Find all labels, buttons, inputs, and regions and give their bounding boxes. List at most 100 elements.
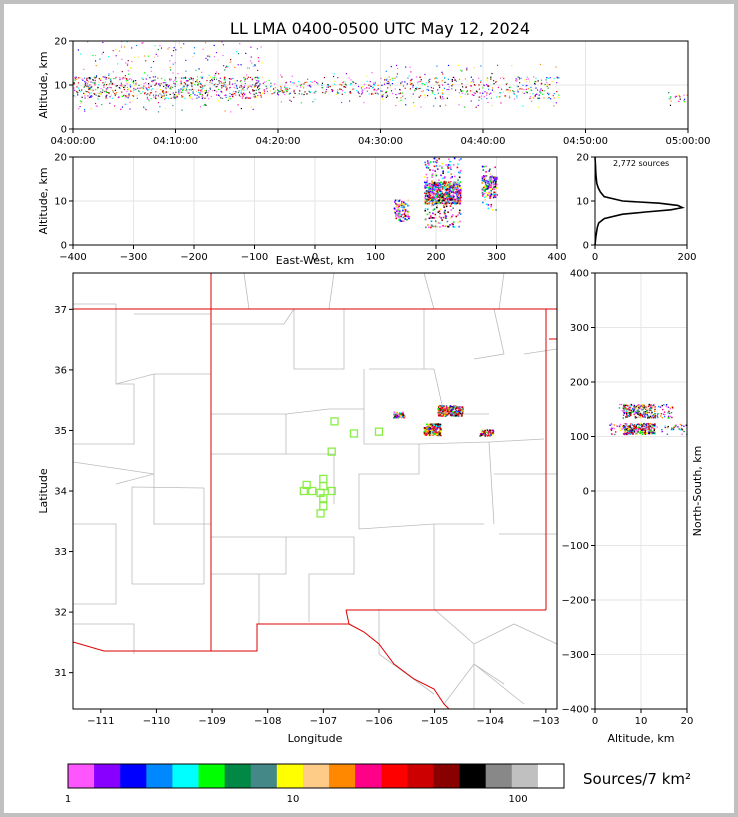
source-point [667,417,669,419]
source-point [127,63,129,65]
source-point [243,86,245,88]
source-point [190,94,192,96]
source-point [626,416,628,418]
source-point [221,91,223,93]
source-point [488,187,491,189]
source-point [131,47,133,49]
source-point [397,200,400,202]
source-point [403,416,405,419]
source-point [204,103,206,106]
source-point [428,217,431,220]
station-marker [327,447,336,456]
source-point [370,85,372,87]
source-point [404,203,407,205]
source-point [88,77,90,79]
source-point [438,188,440,191]
source-point [397,213,400,215]
source-point [613,424,615,426]
source-point [646,408,648,411]
source-point [518,78,521,80]
plan-view-frame [72,272,558,710]
source-point [429,161,432,163]
source-point [79,106,81,108]
source-point [441,405,443,407]
source-point [215,52,218,54]
source-point [395,215,397,217]
source-point [114,89,117,91]
source-point [178,89,181,91]
source-point [610,423,613,426]
source-point [182,88,184,90]
source-point [614,431,617,433]
altitude-north-south-ylabel: North-South, km [691,446,704,537]
source-point [645,423,647,426]
source-point [345,84,347,86]
source-point [648,409,651,411]
source-point [110,82,113,84]
source-point [435,433,438,436]
source-point [216,71,218,73]
station-marker [299,486,309,496]
y-tick-label: 35 [54,426,67,437]
plan-view-ylabel: Latitude [37,468,50,514]
source-point [650,410,653,412]
source-point [105,97,108,99]
source-point [647,405,650,407]
source-point [140,92,142,94]
source-point [126,64,129,66]
source-point [456,198,459,201]
source-point [174,96,176,98]
source-point [369,81,371,83]
source-point [459,198,461,200]
y-tick-label: 300 [570,323,589,334]
source-point [628,406,630,408]
source-point [280,74,282,76]
source-point [159,89,162,91]
source-point [632,428,635,430]
source-point [459,171,462,173]
source-point [150,98,152,100]
source-point [436,202,438,204]
source-point [443,411,446,414]
source-point [137,90,140,92]
source-point [236,86,238,88]
source-point [451,409,453,411]
source-point [683,430,685,433]
source-point [105,78,107,80]
source-point [403,203,406,206]
source-point [132,95,135,97]
source-point [630,430,632,432]
source-point [635,433,637,435]
source-point [143,85,145,87]
source-point [220,85,223,87]
source-point [626,433,629,436]
source-point [267,87,269,89]
source-point [487,432,490,435]
source-point [164,79,166,81]
source-point [144,92,146,94]
source-point [259,88,261,90]
source-point [204,89,206,92]
source-point [408,217,410,220]
source-point [456,185,458,188]
source-point [457,187,459,190]
source-point [429,169,431,171]
source-point [431,182,433,184]
source-point [494,166,497,169]
source-point [629,428,631,431]
source-point [447,171,449,173]
source-point [442,411,445,414]
source-point [197,89,200,91]
source-point [222,85,224,87]
source-point [630,412,632,414]
source-point [202,87,204,89]
source-point [481,191,484,194]
station-marker [349,429,359,438]
source-point [285,82,287,84]
source-point [396,209,398,211]
source-point [633,408,635,411]
x-tick-label: −110 [143,716,170,727]
source-point [494,175,496,178]
source-point [428,429,430,432]
source-point [106,94,108,96]
